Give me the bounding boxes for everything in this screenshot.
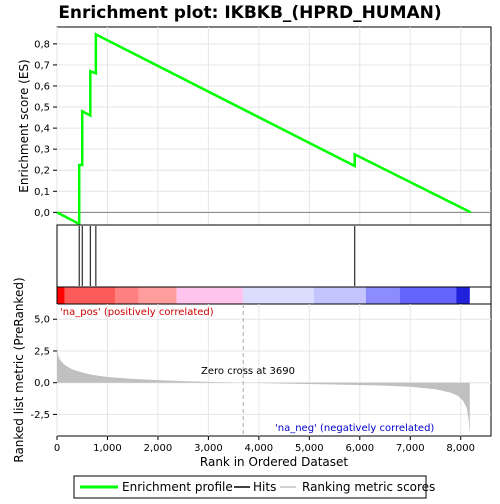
metric-y-axis-label: Ranked list metric (PreRanked) <box>12 277 26 462</box>
rank-color-segment <box>243 287 314 304</box>
metric-y-tick-label: 0,0 <box>34 378 50 389</box>
es-y-tick-label: 0,4 <box>34 124 50 135</box>
rank-color-segment <box>176 287 244 304</box>
metric-y-tick-label: 2,5 <box>34 346 50 357</box>
x-tick-label: 2,000 <box>144 443 173 454</box>
legend-hits-label: Hits <box>253 480 276 494</box>
es-y-tick-label: 0,2 <box>34 166 50 177</box>
chart-title: Enrichment plot: IKBKB_(HPRD_HUMAN) <box>58 3 441 23</box>
es-y-tick-label: 0,1 <box>34 187 50 198</box>
x-axis-label: Rank in Ordered Dataset <box>200 455 348 469</box>
hits-panel <box>56 224 492 288</box>
x-tick-label: 7,000 <box>396 443 425 454</box>
hit-lines <box>78 226 356 286</box>
rank-color-segment <box>138 287 177 304</box>
negative-correlation-label: 'na_neg' (negatively correlated) <box>275 423 434 434</box>
es-y-tick-label: 0,8 <box>34 39 50 50</box>
rank-color-bar <box>57 287 470 304</box>
x-tick-label: 0 <box>54 443 60 454</box>
metric-x-ticks: 0 1,000 2,000 3,000 4,000 5,000 6,000 7,000 8,00… <box>54 436 475 454</box>
x-tick-label: 1,000 <box>93 443 122 454</box>
x-tick-label: 8,000 <box>446 443 475 454</box>
enrichment-score-panel: 0,0 0,1 0,2 0,3 0,4 0,5 0,6 0,7 0,8 Enrichment s… <box>17 26 492 227</box>
ranked-metric-panel: 'na_pos' (positively correlated) 'na_neg… <box>12 277 492 469</box>
x-tick-label: 5,000 <box>295 443 324 454</box>
metric-y-tick-label: 5,0 <box>34 315 50 326</box>
legend-metric-label: Ranking metric scores <box>302 480 435 494</box>
legend-enrichment-label: Enrichment profile <box>122 480 233 494</box>
es-y-tick-label: 0,5 <box>34 103 50 114</box>
rank-color-segment <box>313 287 366 304</box>
rank-color-segment <box>399 287 457 304</box>
metric-y-ticks: -2,5 0,0 2,5 5,0 <box>30 315 57 421</box>
hits-frame <box>56 224 492 288</box>
x-tick-label: 3,000 <box>194 443 223 454</box>
rank-color-bar-panel <box>56 286 492 305</box>
metric-y-tick-label: -2,5 <box>30 410 50 421</box>
x-tick-label: 4,000 <box>245 443 274 454</box>
es-y-tick-label: 0,0 <box>34 208 50 219</box>
es-y-tick-label: 0,7 <box>34 60 50 71</box>
enrichment-profile-line <box>56 32 472 227</box>
rank-color-segment <box>365 287 400 304</box>
positive-correlation-label: 'na_pos' (positively correlated) <box>60 307 214 318</box>
rank-color-segment <box>64 287 116 304</box>
rank-color-segment <box>57 287 65 304</box>
es-y-ticks: 0,0 0,1 0,2 0,3 0,4 0,5 0,6 0,7 0,8 <box>34 39 57 219</box>
rank-color-segment <box>456 287 470 304</box>
legend: Enrichment profile Hits Ranking metric s… <box>73 475 435 499</box>
es-y-tick-label: 0,3 <box>34 145 50 156</box>
x-tick-label: 6,000 <box>345 443 374 454</box>
zero-cross-annotation: Zero cross at 3690 <box>201 366 295 377</box>
es-y-axis-label: Enrichment score (ES) <box>17 59 31 192</box>
rank-color-segment <box>115 287 139 304</box>
es-y-tick-label: 0,6 <box>34 81 50 92</box>
